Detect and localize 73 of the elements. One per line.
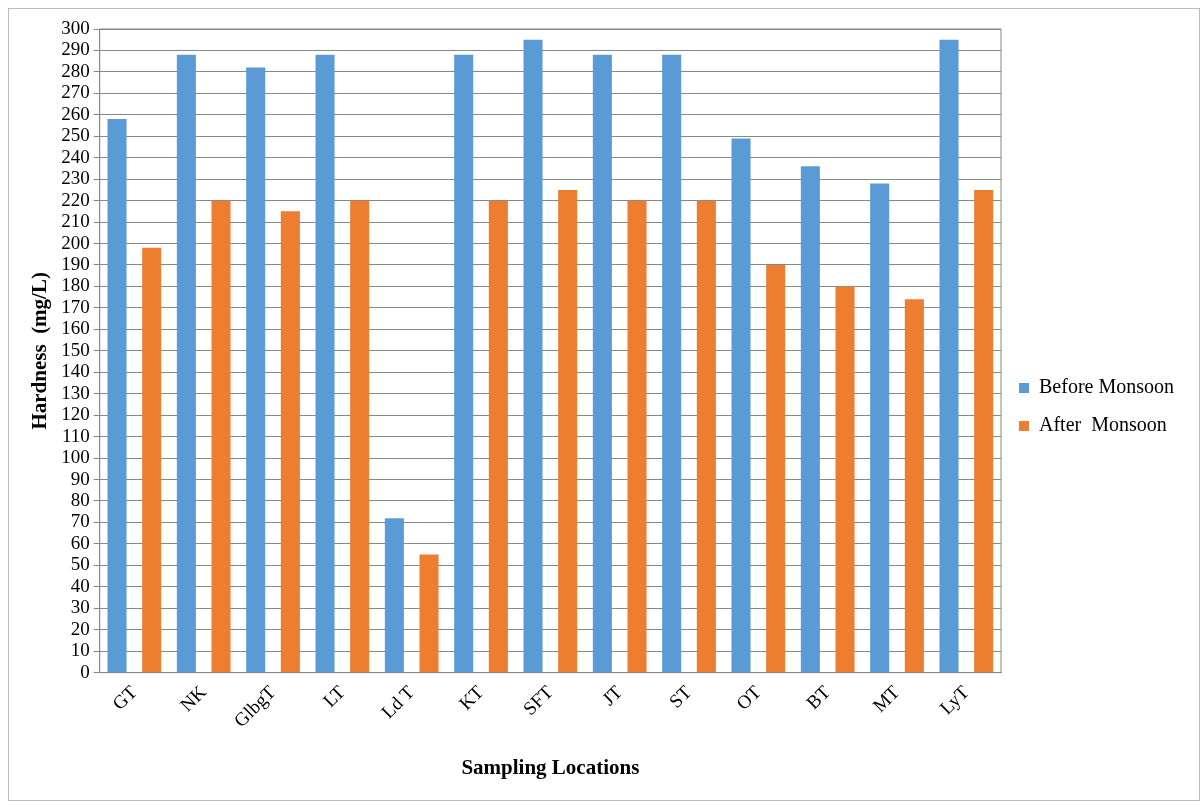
y-tick-label: 180: [61, 274, 90, 296]
bar: [488, 200, 508, 673]
y-axis-title: Hardness (mg/L): [27, 272, 52, 430]
bar: [454, 54, 474, 673]
x-tick-label: ST: [664, 680, 696, 712]
y-tick-label: 160: [61, 317, 90, 339]
y-tick-label: 220: [61, 188, 90, 210]
bar: [350, 200, 370, 673]
y-tick-label: 130: [61, 381, 90, 403]
bar: [696, 200, 716, 673]
bar: [211, 200, 231, 673]
y-tick-label: 240: [61, 145, 90, 167]
y-tick-label: 100: [61, 446, 90, 468]
x-tick-label: GT: [107, 680, 141, 714]
x-tick-label: SFT: [518, 680, 557, 720]
bar: [142, 247, 162, 673]
y-tick-label: 0: [80, 660, 90, 682]
bar: [176, 54, 196, 673]
x-tick-label: JT: [597, 680, 627, 710]
y-tick-label: 60: [70, 531, 90, 553]
x-tick-label: LyT: [935, 680, 973, 719]
bar: [107, 119, 127, 673]
bar: [870, 183, 890, 673]
bar: [939, 39, 959, 673]
y-tick-label: 10: [70, 639, 90, 661]
y-tick-label: 30: [70, 596, 90, 618]
x-tick-label: NK: [175, 680, 211, 716]
y-tick-label: 50: [70, 553, 90, 575]
y-tick-label: 40: [70, 574, 90, 596]
y-tick-label: 300: [61, 16, 90, 38]
y-tick-label: 210: [61, 210, 90, 232]
y-tick-label: 70: [70, 510, 90, 532]
bar: [766, 264, 786, 673]
bar: [835, 286, 855, 673]
bar: [280, 211, 300, 673]
x-tick-label: MT: [868, 680, 904, 717]
y-tick-label: 20: [70, 617, 90, 639]
x-tick-label: BT: [802, 680, 835, 714]
y-tick-label: 150: [61, 338, 90, 360]
legend-label: Before Monsoon: [1039, 375, 1174, 398]
bar: [523, 39, 543, 673]
y-tick-label: 230: [61, 167, 90, 189]
x-tick-label: KT: [454, 680, 488, 714]
bar: [558, 189, 578, 673]
y-tick-label: 140: [61, 360, 90, 382]
y-tick-label: 200: [61, 231, 90, 253]
bar: [384, 518, 404, 673]
bar: [592, 54, 612, 673]
y-tick-label: 260: [61, 102, 90, 124]
y-tick-label: 80: [70, 488, 90, 510]
y-tick-label: 190: [61, 252, 90, 274]
y-tick-label: 290: [61, 38, 90, 60]
bar: [419, 554, 439, 673]
bar: [974, 189, 994, 673]
y-tick-label: 280: [61, 59, 90, 81]
x-tick-label: OT: [731, 680, 765, 714]
y-tick-label: 250: [61, 124, 90, 146]
bar: [904, 299, 924, 673]
x-axis-title: Sampling Locations: [461, 754, 640, 779]
bar: [800, 166, 820, 673]
x-tick-label: LT: [318, 680, 349, 712]
bar: [627, 200, 647, 673]
y-tick-label: 170: [61, 295, 90, 317]
bar: [662, 54, 682, 673]
legend-label: After Monsoon: [1039, 413, 1167, 436]
bar: [246, 67, 266, 673]
y-tick-label: 110: [61, 424, 90, 446]
y-tick-label: 120: [61, 403, 90, 425]
y-tick-label: 270: [61, 81, 90, 103]
y-tick-label: 90: [70, 467, 90, 489]
bar: [731, 138, 751, 673]
bar: [315, 54, 335, 673]
x-tick-label: Ld T: [376, 680, 419, 723]
